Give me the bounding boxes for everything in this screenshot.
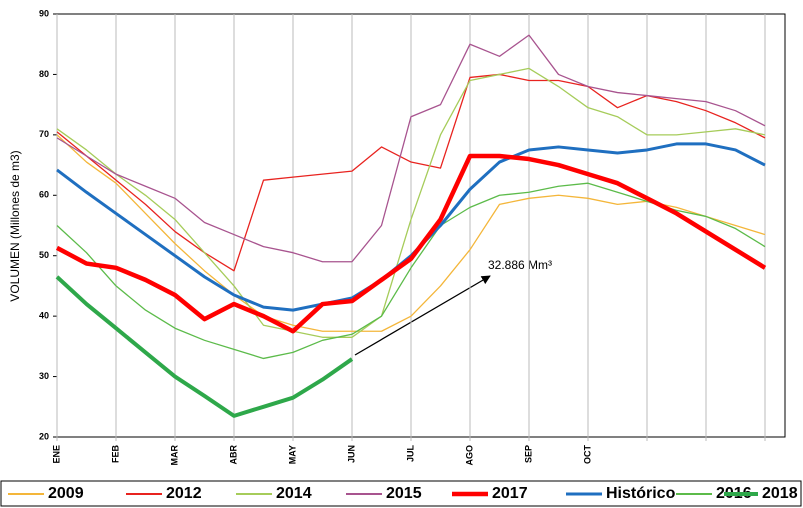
y-tick-label: 50 [39, 250, 49, 260]
y-tick-label: 80 [39, 69, 49, 79]
x-tick-label: MAR [169, 445, 179, 466]
x-tick-label: FEB [110, 444, 120, 463]
legend-label: 2012 [166, 485, 202, 502]
series-line [56, 182, 766, 360]
series-line [56, 34, 766, 263]
series-line [56, 67, 766, 338]
series-line [55, 275, 354, 418]
x-tick-label: JUN [346, 445, 356, 463]
x-tick-label: OCT [582, 445, 592, 465]
y-tick-label: 40 [39, 311, 49, 321]
legend-label: 2017 [492, 485, 528, 502]
y-tick-label: 90 [39, 8, 49, 18]
x-tick-label: AGO [464, 445, 474, 466]
legend-label: Histórico [606, 485, 676, 502]
legend-label: 2015 [386, 485, 422, 502]
legend-box [0, 480, 802, 507]
y-tick-label: 70 [39, 129, 49, 139]
annotation: 32.886 Mm³ [488, 258, 552, 272]
series-line [55, 153, 767, 334]
legend-label: 2018 [762, 485, 798, 502]
plot-frame [56, 13, 786, 438]
x-tick-label: MAY [287, 445, 297, 464]
y-tick-label: 30 [39, 371, 49, 381]
x-tick-label: JUL [405, 445, 415, 463]
y-axis-label: VOLUMEN (Millones de m3) [8, 150, 22, 301]
x-tick-label: ENE [51, 445, 61, 464]
annotation-arrow [354, 275, 491, 356]
x-tick-label: ABR [228, 445, 238, 465]
y-tick-label: 20 [39, 431, 49, 441]
x-tick-label: SEP [523, 445, 533, 463]
legend-label: 2009 [48, 485, 84, 502]
y-tick-label: 60 [39, 190, 49, 200]
legend-label: 2014 [276, 485, 312, 502]
